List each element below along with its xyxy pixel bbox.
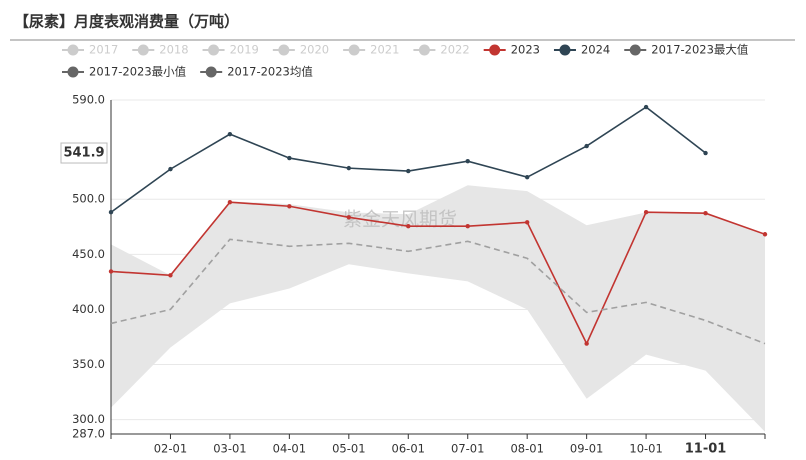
pointer-box bbox=[60, 142, 108, 164]
legend-marker[interactable] bbox=[418, 44, 430, 56]
x-tick-label: 08-01 bbox=[510, 442, 543, 456]
point bbox=[227, 131, 233, 137]
point bbox=[465, 158, 470, 164]
legend-label[interactable]: 2019 bbox=[230, 43, 259, 57]
point bbox=[524, 174, 530, 180]
x-tick-label: 11-01 bbox=[685, 442, 727, 457]
x-tick-label: 03-01 bbox=[213, 442, 246, 456]
point bbox=[584, 341, 589, 346]
legend-marker[interactable] bbox=[559, 44, 571, 56]
point bbox=[227, 199, 233, 205]
point bbox=[108, 269, 114, 274]
legend-marker[interactable] bbox=[489, 44, 501, 56]
legend-label[interactable]: 2020 bbox=[300, 43, 329, 57]
series-line bbox=[110, 201, 766, 346]
legend-marker[interactable] bbox=[348, 44, 360, 56]
legend-marker[interactable] bbox=[137, 44, 149, 56]
legend-label[interactable]: 2024 bbox=[581, 43, 610, 57]
point bbox=[287, 204, 292, 209]
x-tick-label: 09-01 bbox=[570, 442, 603, 456]
y-tick-label: 500.0 bbox=[72, 192, 105, 206]
y-tick-label: 590.0 bbox=[72, 93, 105, 107]
point bbox=[108, 210, 114, 215]
pointer-label: 541.9 bbox=[63, 146, 104, 161]
point bbox=[643, 210, 649, 215]
legend-marker[interactable] bbox=[278, 44, 290, 56]
y-tick-label: 450.0 bbox=[72, 247, 105, 261]
series-line bbox=[110, 238, 766, 345]
point bbox=[346, 165, 352, 171]
legend-label[interactable]: 2021 bbox=[370, 43, 399, 57]
legend-label[interactable]: 2018 bbox=[159, 43, 188, 57]
y-tick-label: 300.0 bbox=[72, 412, 105, 426]
point bbox=[168, 273, 173, 278]
legend-marker[interactable] bbox=[208, 44, 220, 56]
point bbox=[346, 215, 352, 220]
x-tick-label: 07-01 bbox=[451, 442, 484, 456]
x-tick-label: 04-01 bbox=[273, 442, 306, 456]
point bbox=[703, 150, 708, 156]
legend-marker[interactable] bbox=[629, 44, 641, 56]
point bbox=[406, 168, 411, 174]
point bbox=[465, 224, 470, 229]
watermark: 紫金天风期货 bbox=[343, 209, 457, 231]
legend-marker[interactable] bbox=[67, 44, 79, 56]
legend-label[interactable]: 2023 bbox=[511, 43, 540, 57]
point bbox=[703, 211, 708, 216]
point bbox=[584, 143, 589, 149]
point bbox=[643, 104, 649, 110]
point bbox=[524, 220, 530, 225]
x-tick-label: 06-01 bbox=[392, 442, 425, 456]
x-tick-label: 05-01 bbox=[332, 442, 365, 456]
x-tick-label: 10-01 bbox=[629, 442, 662, 456]
legend-label[interactable]: 2017-2023最小值 bbox=[89, 65, 187, 79]
legend-marker[interactable] bbox=[205, 66, 217, 78]
range-band bbox=[111, 185, 765, 432]
point bbox=[762, 232, 768, 237]
legend-label[interactable]: 2017 bbox=[89, 43, 118, 57]
series-line bbox=[110, 106, 707, 213]
point bbox=[287, 155, 292, 161]
chart-title: 【尿素】月度表观消费量（万吨） bbox=[14, 13, 239, 31]
y-tick-label: 287.0 bbox=[72, 427, 105, 441]
legend-label[interactable]: 2017-2023均值 bbox=[227, 65, 313, 79]
x-tick-label: 02-01 bbox=[154, 442, 187, 456]
legend-label[interactable]: 2017-2023最大值 bbox=[651, 43, 749, 57]
y-tick-label: 350.0 bbox=[72, 357, 105, 371]
point bbox=[406, 224, 411, 229]
point bbox=[168, 166, 173, 172]
legend-label[interactable]: 2022 bbox=[440, 43, 469, 57]
legend-marker[interactable] bbox=[67, 66, 79, 78]
y-tick-label: 400.0 bbox=[72, 302, 105, 316]
